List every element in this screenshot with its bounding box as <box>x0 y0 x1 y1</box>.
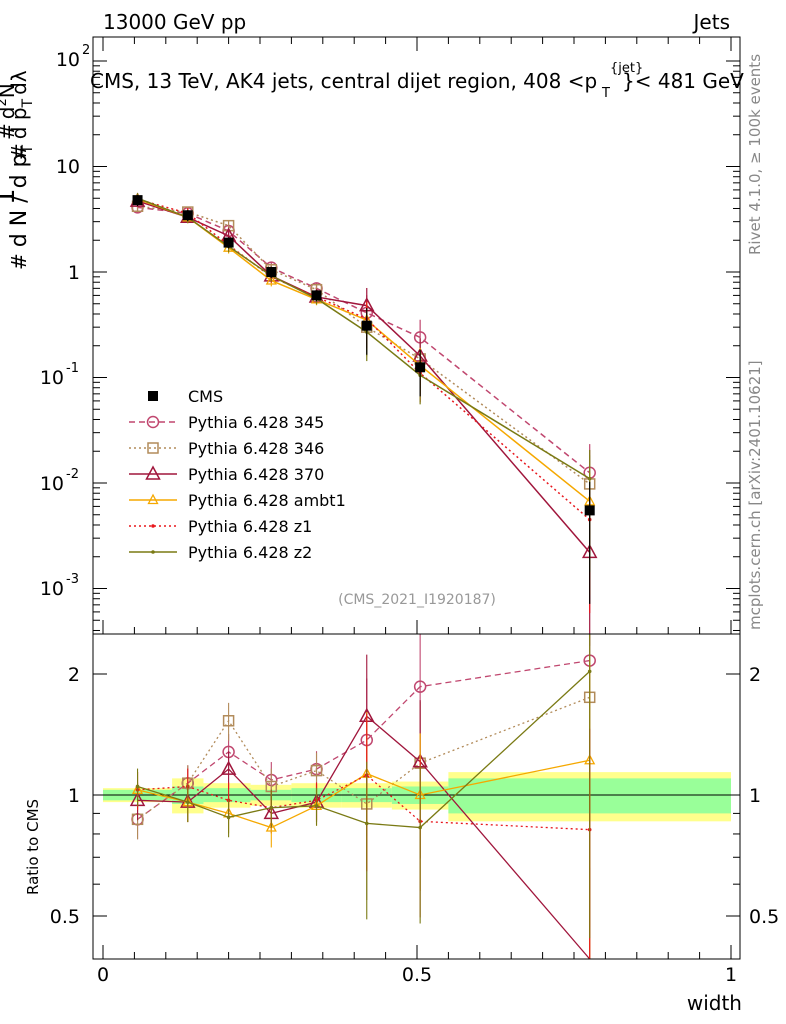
ratio-tick-label-left: 0.5 <box>50 906 80 928</box>
legend: CMS Pythia 6.428 345 Pythia 6.428 346 Pythi… <box>129 387 346 562</box>
ratio-point <box>135 784 140 789</box>
y-label-numer: #d2N <box>0 83 19 140</box>
ratio-point <box>413 680 427 693</box>
data-point <box>132 195 143 206</box>
legend-item: Pythia 6.428 346 <box>129 439 324 458</box>
x-tick-label: 1 <box>725 964 737 986</box>
legend-label: Pythia 6.428 346 <box>188 439 324 458</box>
legend-marker <box>151 524 155 528</box>
ratio-y-ticks <box>93 673 740 917</box>
data-point <box>266 267 277 277</box>
data-point <box>182 210 193 221</box>
y-tick-label: 10 <box>56 156 80 178</box>
ratio-line <box>137 659 590 820</box>
legend-marker <box>146 415 160 429</box>
ratio-point <box>222 715 235 727</box>
ratio-point <box>226 815 231 820</box>
ratio-line <box>137 670 591 829</box>
y-tick-exp: -3 <box>66 572 79 587</box>
y-label-denom: #d pTdλ <box>7 70 36 160</box>
legend-marker <box>147 442 159 454</box>
ratio-tick-label-right: 1 <box>749 785 761 807</box>
ratio-point <box>418 825 422 830</box>
ratio-series-pythia-6-428-z2 <box>135 634 592 939</box>
y-tick-label: 10 <box>40 473 64 495</box>
ratio-series-group <box>129 634 596 960</box>
ratio-tick-label-right: 2 <box>749 664 761 686</box>
ratio-point <box>265 821 277 832</box>
legend-label: Pythia 6.428 370 <box>188 465 324 484</box>
ratio-point <box>185 800 190 804</box>
plot-title: CMS, 13 TeV, AK4 jets, central dijet reg… <box>90 61 744 101</box>
ratio-series-pythia-6-428-z1 <box>135 713 592 959</box>
analysis-id: (CMS_2021_I1920187) <box>338 592 496 608</box>
legend-marker <box>147 493 159 505</box>
series-cms <box>132 194 595 604</box>
ratio-point <box>364 821 369 826</box>
y-tick-label: 10 <box>40 367 64 389</box>
title-end: }< 481 GeV <box>622 69 744 93</box>
x-tick-label: 0 <box>97 964 109 986</box>
y-label-formula: #d N / d pT <box>7 144 36 270</box>
data-point <box>223 237 234 248</box>
legend-label: Pythia 6.428 ambt1 <box>188 491 346 510</box>
data-point <box>587 476 592 481</box>
legend-label: Pythia 6.428 z2 <box>188 543 312 562</box>
y-tick-exp: -1 <box>66 361 79 376</box>
series-line <box>137 206 591 474</box>
y-label-one: 1 <box>0 188 21 205</box>
ratio-tick-label-right: 0.5 <box>749 906 779 928</box>
data-point <box>584 505 595 516</box>
main-series-group <box>129 192 598 646</box>
y-tick-label: 1 <box>68 262 80 284</box>
ratio-point <box>314 804 319 808</box>
title-subscript: T <box>601 86 610 101</box>
mcplots-credit: mcplots.cern.ch [arXiv:2401.10621] <box>746 360 764 630</box>
ratio-tick-label-left: 1 <box>68 785 80 807</box>
x-tick-label: 0.5 <box>402 964 432 986</box>
ratio-point <box>220 760 237 775</box>
ratio-point <box>269 805 274 810</box>
ratio-point <box>587 669 592 674</box>
y-tick-exp: -2 <box>66 467 79 482</box>
ratio-tick-label-left: 2 <box>68 664 80 686</box>
ratio-y-label: Ratio to CMS <box>24 799 42 895</box>
x-axis-label: width <box>687 991 742 1015</box>
data-point <box>311 290 322 301</box>
title-superscript: {jet} <box>610 61 643 76</box>
main-y-ticks <box>93 60 740 631</box>
legend-marker <box>151 550 155 554</box>
series-line <box>137 197 591 480</box>
x-tick-labels: 0 0.5 1 <box>97 964 737 986</box>
legend-item: CMS <box>148 387 223 406</box>
data-point <box>222 219 235 232</box>
legend-item: Pythia 6.428 370 <box>129 465 324 484</box>
y-tick-label: 10 <box>56 49 80 71</box>
x-ticks <box>102 37 732 959</box>
rivet-version: Rivet 4.1.0, ≥ 100k events <box>746 54 764 255</box>
ratio-y-tick-labels: 2 1 0.5 2 1 0.5 <box>50 664 779 928</box>
energy-label: 13000 GeV pp <box>103 10 246 34</box>
main-y-tick-labels: 10 2 10 1 10 -1 10 -2 10 -3 <box>40 43 90 600</box>
data-point <box>361 320 372 331</box>
data-point <box>415 362 426 373</box>
data-point <box>265 274 277 285</box>
legend-marker <box>148 391 158 401</box>
legend-item: Pythia 6.428 ambt1 <box>129 491 346 510</box>
legend-item: Pythia 6.428 345 <box>129 413 324 432</box>
ratio-line <box>137 715 591 960</box>
legend-label: CMS <box>188 387 223 406</box>
top-y-axis-label: #d N / d pT 1 #d pTdλ #d2N <box>0 70 36 270</box>
legend-item: Pythia 6.428 z2 <box>129 543 312 562</box>
ratio-point <box>310 764 323 777</box>
legend-label: Pythia 6.428 345 <box>188 413 324 432</box>
y-tick-exp: 2 <box>82 43 90 58</box>
legend-marker <box>145 465 161 480</box>
title-main: CMS, 13 TeV, AK4 jets, central dijet reg… <box>90 69 597 93</box>
legend-item: Pythia 6.428 z1 <box>129 517 312 536</box>
y-tick-label: 10 <box>40 578 64 600</box>
process-label: Jets <box>692 10 730 34</box>
legend-label: Pythia 6.428 z1 <box>188 517 312 536</box>
